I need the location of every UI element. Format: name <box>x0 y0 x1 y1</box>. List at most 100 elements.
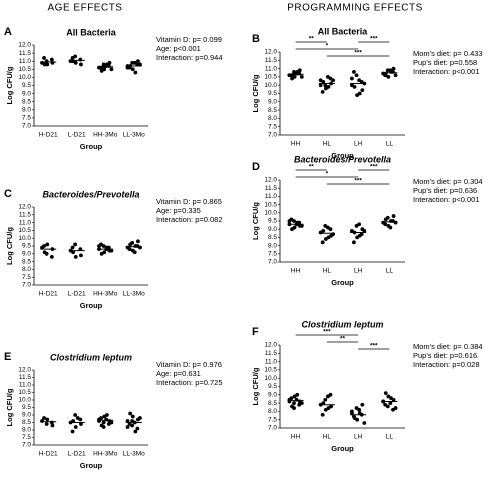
x-tick-label: HL <box>323 141 332 148</box>
y-tick-label: 7.0 <box>22 123 31 130</box>
y-tick-label: 10.5 <box>18 227 31 234</box>
data-point <box>326 406 331 410</box>
x-tick-label: HH <box>291 268 301 275</box>
data-point <box>299 75 304 79</box>
data-point <box>109 420 114 425</box>
stat-text: Pup's diet: p=0.616 <box>413 351 477 360</box>
data-point <box>325 394 330 399</box>
data-point <box>71 250 76 255</box>
x-tick-label: HH <box>291 141 301 148</box>
x-axis-label: Group <box>80 301 103 310</box>
data-point <box>389 396 393 401</box>
data-point <box>352 240 356 245</box>
stat-text: Interaction: p<0.001 <box>413 195 480 204</box>
data-point <box>290 76 294 81</box>
data-point <box>99 69 104 73</box>
significance-label: *** <box>354 178 362 185</box>
y-tick-label: 9.0 <box>22 90 31 97</box>
data-point <box>128 411 133 416</box>
y-axis-label: Log CFU/g <box>5 388 14 426</box>
x-axis-label: Group <box>331 151 354 160</box>
y-tick-label: 8.0 <box>22 427 31 434</box>
data-point <box>125 65 130 70</box>
data-point <box>320 240 325 245</box>
data-point <box>70 429 75 434</box>
y-tick-label: 11.0 <box>19 219 32 226</box>
significance-label: ** <box>309 164 315 171</box>
data-point <box>135 426 140 431</box>
data-point <box>352 416 357 420</box>
y-tick-label: 10.5 <box>18 66 31 73</box>
data-point <box>292 401 296 405</box>
y-tick-label: 11.0 <box>265 193 278 200</box>
y-tick-label: 9.5 <box>268 218 277 225</box>
column-header: AGE EFFECTS <box>48 3 123 14</box>
panel-title: Bacteroides/Prevotella <box>294 154 391 164</box>
data-point <box>352 84 357 89</box>
data-point <box>360 402 365 407</box>
y-tick-label: 10.5 <box>264 74 277 81</box>
data-point <box>295 70 300 74</box>
y-tick-label: 12.0 <box>264 49 277 56</box>
stat-text: Interaction: p=0.725 <box>156 378 223 387</box>
data-point <box>79 422 83 426</box>
data-point <box>70 56 75 60</box>
data-point <box>323 397 328 402</box>
data-point <box>385 68 390 73</box>
data-point <box>295 392 300 397</box>
y-tick-label: 10.0 <box>264 210 277 217</box>
y-tick-label: 8.0 <box>268 115 277 122</box>
y-tick-label: 10.0 <box>18 235 31 242</box>
y-tick-label: 8.5 <box>22 258 31 265</box>
x-tick-label: LL-3Mo <box>123 132 145 139</box>
y-tick-label: 9.0 <box>22 412 31 419</box>
data-point <box>287 73 292 78</box>
x-tick-label: LL <box>386 268 394 275</box>
panel-label: C <box>4 188 12 200</box>
data-point <box>104 417 109 422</box>
data-point <box>318 83 323 88</box>
data-point <box>362 228 367 233</box>
data-point <box>393 220 398 225</box>
data-point <box>45 62 50 67</box>
column-header: PROGRAMMING EFFECTS <box>287 3 423 14</box>
significance-label: * <box>326 171 329 178</box>
stat-text: Age: p=0.335 <box>156 206 201 215</box>
y-tick-label: 7.5 <box>22 115 31 122</box>
x-tick-label: LL <box>386 434 394 441</box>
data-point <box>360 88 365 93</box>
y-tick-label: 8.0 <box>268 242 277 249</box>
data-point <box>357 78 362 83</box>
data-point <box>133 244 138 248</box>
y-tick-label: 9.5 <box>22 243 31 250</box>
data-point <box>350 76 354 81</box>
x-tick-label: L-D21 <box>68 291 86 298</box>
y-tick-label: 12.0 <box>264 342 277 349</box>
data-point <box>383 222 388 227</box>
data-point <box>362 421 367 425</box>
x-tick-label: HH-3Mo <box>93 291 118 298</box>
y-axis-label: Log CFU/g <box>5 227 14 265</box>
y-tick-label: 11.5 <box>19 212 32 219</box>
x-tick-label: HL <box>323 268 332 275</box>
data-point <box>325 75 330 79</box>
data-point <box>133 70 138 75</box>
panel-title: All Bacteria <box>318 26 369 36</box>
y-tick-label: 9.5 <box>268 90 277 97</box>
data-point <box>104 245 109 250</box>
data-point <box>75 416 80 420</box>
y-tick-label: 9.5 <box>268 383 277 390</box>
data-point <box>109 248 114 253</box>
significance-label: *** <box>354 50 362 57</box>
y-tick-label: 9.0 <box>268 392 277 399</box>
data-point <box>391 66 396 71</box>
data-point <box>78 247 83 252</box>
data-point <box>357 233 362 238</box>
stat-text: Interaction: p=0.082 <box>156 215 223 224</box>
data-point <box>357 222 362 227</box>
stat-text: Vitamin D: p= 0.865 <box>156 197 222 206</box>
y-tick-label: 7.0 <box>268 425 277 432</box>
x-tick-label: L-D21 <box>68 132 86 139</box>
data-point <box>125 425 130 429</box>
data-point <box>391 214 396 218</box>
